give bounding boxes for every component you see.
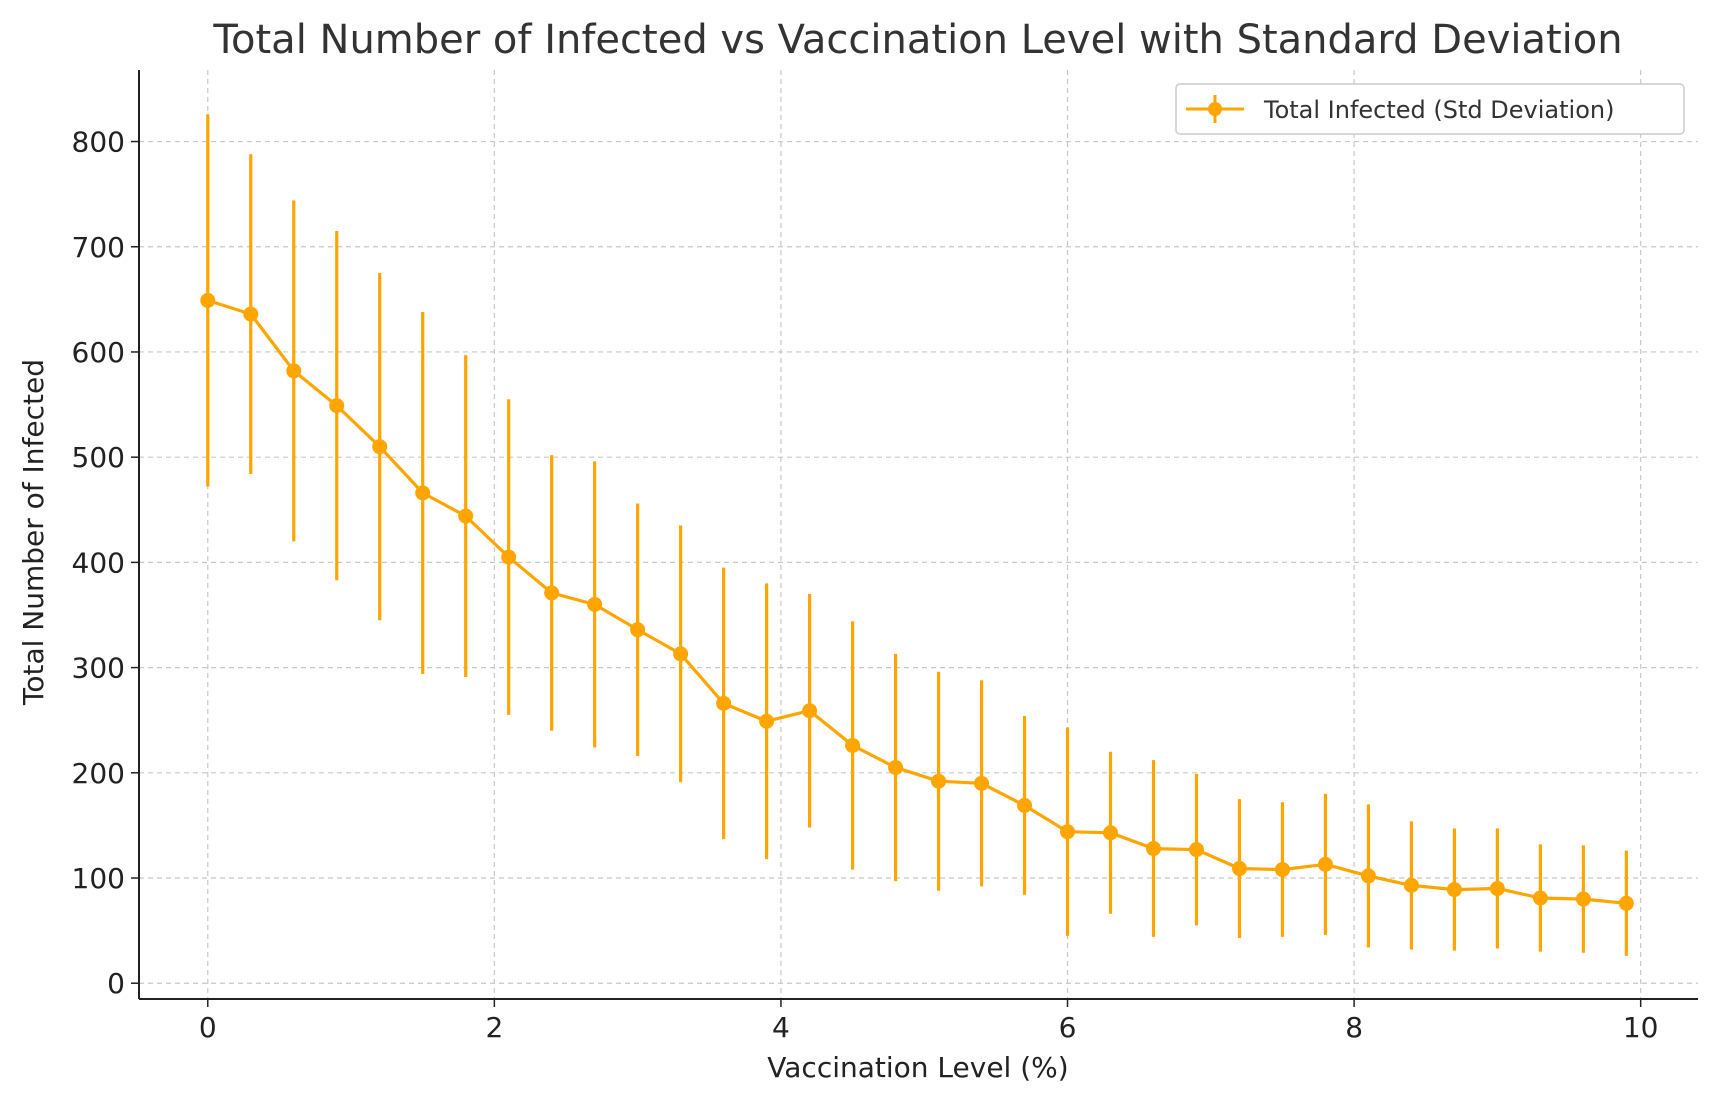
legend-box [1175,83,1685,135]
data-point [200,292,216,308]
data-point [1532,890,1548,906]
y-tick-label: 700 [72,231,125,264]
data-point [1145,841,1161,857]
data-point [630,622,646,638]
data-point [1231,861,1247,877]
data-point [286,363,302,379]
y-tick-label: 500 [72,441,125,474]
data-point [716,695,732,711]
data-point [329,398,345,414]
legend-marker-sample [1208,102,1222,116]
data-point [888,760,904,776]
data-point [544,585,560,601]
y-tick-label: 200 [72,757,125,790]
data-point [1317,856,1333,872]
data-point [415,485,431,501]
data-point [372,439,388,455]
data-point [845,737,861,753]
data-point [1403,877,1419,893]
data-point [802,703,818,719]
x-tick-label: 6 [1059,1011,1077,1044]
x-tick-label: 4 [772,1011,790,1044]
data-point [974,775,990,791]
data-point [587,596,603,612]
data-point [1274,862,1290,878]
data-point [501,549,517,565]
x-axis-label: Vaccination Level (%) [767,1051,1068,1084]
data-point [1489,881,1505,897]
chart-title: Total Number of Infected vs Vaccination … [212,17,1622,63]
y-axis-label: Total Number of Infected [17,359,50,706]
series-line [207,298,1627,905]
data-point [1188,842,1204,858]
y-tick-label: 100 [72,862,125,895]
x-tick-label: 0 [199,1011,217,1044]
y-tick-label: 600 [72,336,125,369]
x-tick-label: 2 [485,1011,503,1044]
legend-label: Total Infected (Std Deviation) [1263,96,1614,124]
data-point [673,646,689,662]
data-point [1360,868,1376,884]
data-point [1060,824,1076,840]
y-tick-label: 300 [72,652,125,685]
data-point [1618,895,1634,911]
data-point [1017,797,1033,813]
data-point [1446,882,1462,898]
y-tick-label: 400 [72,546,125,579]
x-tick-label: 8 [1345,1011,1363,1044]
data-point [458,508,474,524]
x-tick-label: 10 [1623,1011,1659,1044]
y-tick-label: 0 [107,967,125,1000]
data-point [243,306,259,322]
y-tick-label: 800 [72,126,125,159]
legend: Total Infected (Std Deviation) [1175,83,1685,135]
data-point [931,773,947,789]
data-point [1103,825,1119,841]
data-point [759,713,775,729]
data-point [1575,891,1591,907]
